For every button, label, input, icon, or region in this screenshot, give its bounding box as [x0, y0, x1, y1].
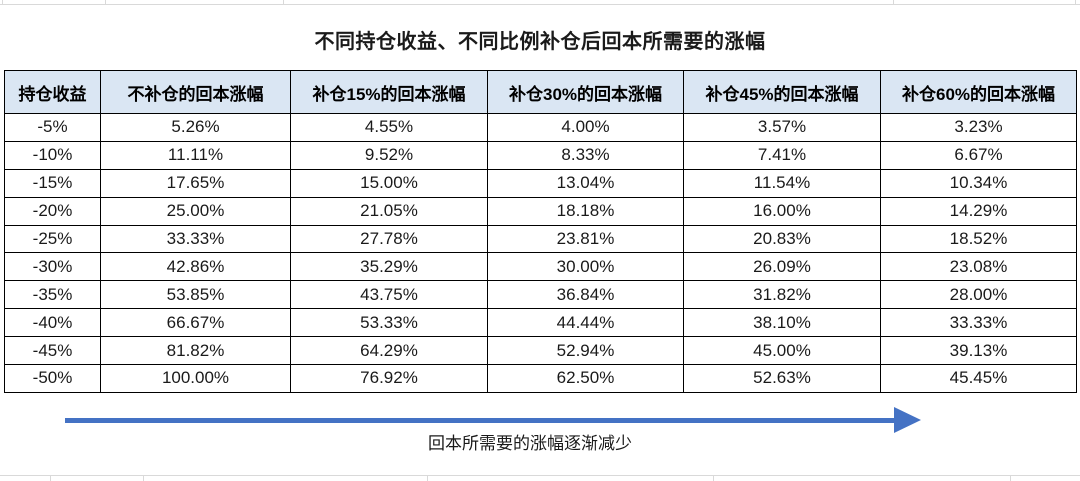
table-row: -35% 53.85% 43.75% 36.84% 31.82% 28.00% — [4, 280, 1077, 310]
table-cell: 76.92% — [290, 364, 488, 393]
table-cell: 64.29% — [290, 336, 488, 366]
table-cell: -25% — [4, 224, 101, 254]
table-cell: 4.00% — [487, 113, 684, 142]
table-row: -50% 100.00% 76.92% 62.50% 52.63% 45.45% — [4, 364, 1077, 393]
table-cell: 26.09% — [683, 252, 881, 282]
table-cell: 100.00% — [100, 364, 291, 393]
table-cell: -45% — [4, 336, 101, 366]
table-cell: 45.45% — [880, 364, 1077, 393]
table-cell: 35.29% — [290, 252, 488, 282]
table-cell: 14.29% — [880, 196, 1077, 226]
table-cell: 8.33% — [487, 140, 684, 170]
table-cell: 33.33% — [880, 308, 1077, 338]
table-cell: 30.00% — [487, 252, 684, 282]
table-cell: 11.11% — [100, 140, 291, 170]
table-cell: 38.10% — [683, 308, 881, 338]
table-row: -20% 25.00% 21.05% 18.18% 16.00% 14.29% — [4, 196, 1077, 226]
table-cell: 44.44% — [487, 308, 684, 338]
table-cell: 43.75% — [290, 280, 488, 310]
header-cell: 补仓15%的回本涨幅 — [290, 70, 488, 114]
table-cell: 28.00% — [880, 280, 1077, 310]
table-cell: -10% — [4, 140, 101, 170]
header-cell: 补仓60%的回本涨幅 — [880, 70, 1077, 114]
table-cell: -15% — [4, 168, 101, 198]
table-row: -5% 5.26% 4.55% 4.00% 3.57% 3.23% — [4, 113, 1077, 142]
header-cell: 持仓收益 — [4, 70, 101, 114]
table-cell: 6.67% — [880, 140, 1077, 170]
table-cell: 3.23% — [880, 113, 1077, 142]
header-cell: 补仓45%的回本涨幅 — [683, 70, 881, 114]
chart-title: 不同持仓收益、不同比例补仓后回本所需要的涨幅 — [314, 31, 766, 53]
table-cell: 17.65% — [100, 168, 291, 198]
header-row: 持仓收益 不补仓的回本涨幅 补仓15%的回本涨幅 补仓30%的回本涨幅 补仓45%的回本… — [4, 70, 1077, 114]
table-row: -25% 33.33% 27.78% 23.81% 20.83% 18.52% — [4, 224, 1077, 254]
table-cell: -30% — [4, 252, 101, 282]
table-cell: 52.94% — [487, 336, 684, 366]
table-cell: 53.33% — [290, 308, 488, 338]
table-row: -45% 81.82% 64.29% 52.94% 45.00% 39.13% — [4, 336, 1077, 366]
table-cell: 9.52% — [290, 140, 488, 170]
table-cell: 11.54% — [683, 168, 881, 198]
table-cell: 62.50% — [487, 364, 684, 393]
table-cell: 36.84% — [487, 280, 684, 310]
table-cell: -20% — [4, 196, 101, 226]
arrow-caption: 回本所需要的涨幅逐渐减少 — [428, 434, 632, 453]
table-cell: 23.81% — [487, 224, 684, 254]
table-cell: 18.52% — [880, 224, 1077, 254]
table-cell: 16.00% — [683, 196, 881, 226]
table-body: -5% 5.26% 4.55% 4.00% 3.57% 3.23% -10% 11.11% 9.… — [4, 113, 1077, 393]
table-cell: 81.82% — [100, 336, 291, 366]
table-cell: -35% — [4, 280, 101, 310]
table-row: -30% 42.86% 35.29% 30.00% 26.09% 23.08% — [4, 252, 1077, 282]
table-cell: -5% — [4, 113, 101, 142]
table-cell: 18.18% — [487, 196, 684, 226]
table-row: -40% 66.67% 53.33% 44.44% 38.10% 33.33% — [4, 308, 1077, 338]
spreadsheet-gridlines-bottom — [0, 475, 1080, 481]
table-cell: 39.13% — [880, 336, 1077, 366]
breakeven-table: 持仓收益 不补仓的回本涨幅 补仓15%的回本涨幅 补仓30%的回本涨幅 补仓45%的回本… — [4, 70, 1077, 393]
table-cell: 23.08% — [880, 252, 1077, 282]
spreadsheet-gridlines-top — [0, 0, 1080, 5]
table-row: -10% 11.11% 9.52% 8.33% 7.41% 6.67% — [4, 140, 1077, 170]
arrow-head-icon — [894, 407, 921, 433]
arrow-line — [65, 418, 897, 423]
table-cell: -50% — [4, 364, 101, 393]
header-cell: 补仓30%的回本涨幅 — [487, 70, 684, 114]
table-cell: 7.41% — [683, 140, 881, 170]
table-cell: 20.83% — [683, 224, 881, 254]
table-cell: -40% — [4, 308, 101, 338]
table-cell: 25.00% — [100, 196, 291, 226]
table-cell: 5.26% — [100, 113, 291, 142]
table-cell: 21.05% — [290, 196, 488, 226]
table-cell: 42.86% — [100, 252, 291, 282]
table-cell: 66.67% — [100, 308, 291, 338]
table-cell: 31.82% — [683, 280, 881, 310]
table-cell: 15.00% — [290, 168, 488, 198]
table-cell: 10.34% — [880, 168, 1077, 198]
table-cell: 33.33% — [100, 224, 291, 254]
table-cell: 52.63% — [683, 364, 881, 393]
table-cell: 53.85% — [100, 280, 291, 310]
header-cell: 不补仓的回本涨幅 — [100, 70, 291, 114]
table-cell: 4.55% — [290, 113, 488, 142]
table-cell: 3.57% — [683, 113, 881, 142]
table-cell: 45.00% — [683, 336, 881, 366]
table-cell: 13.04% — [487, 168, 684, 198]
table-cell: 27.78% — [290, 224, 488, 254]
table-row: -15% 17.65% 15.00% 13.04% 11.54% 10.34% — [4, 168, 1077, 198]
